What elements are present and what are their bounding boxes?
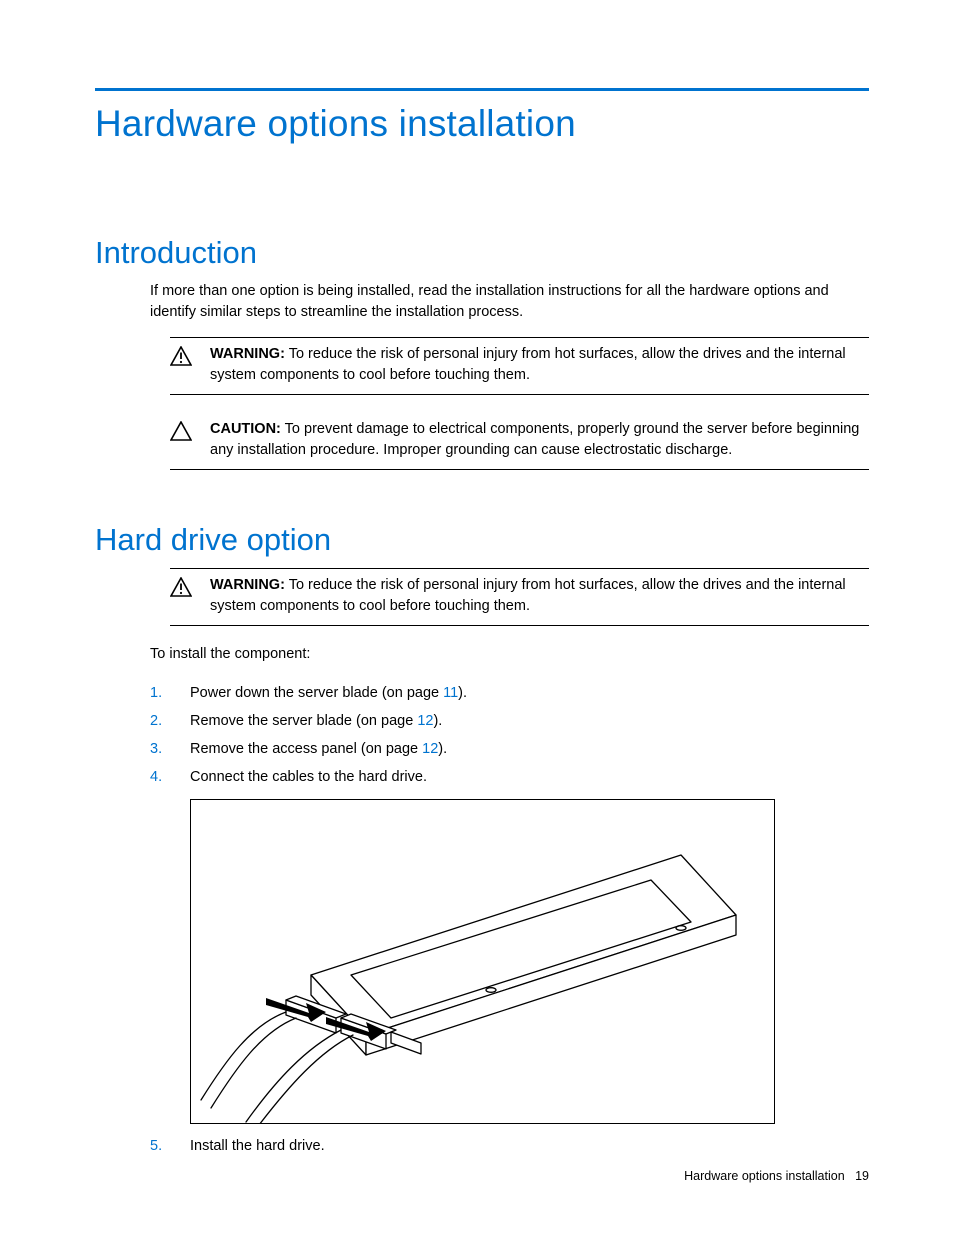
- caution-triangle-icon: [170, 421, 192, 446]
- step-item: Remove the access panel (on page 12).: [150, 735, 869, 763]
- lead-in: To install the component:: [150, 644, 869, 665]
- step-text: Remove the server blade (on page: [190, 713, 417, 729]
- step-item: Connect the cables to the hard drive.: [150, 763, 869, 791]
- step-text-post: ).: [458, 685, 467, 701]
- install-steps-continued: Install the hard drive.: [150, 1132, 869, 1160]
- intro-paragraph: If more than one option is being install…: [150, 281, 869, 323]
- step-item: Power down the server blade (on page 11)…: [150, 679, 869, 707]
- step-text-post: ).: [433, 713, 442, 729]
- callout-body: To prevent damage to electrical componen…: [210, 421, 859, 458]
- top-rule: [95, 88, 869, 91]
- callout-warning-2: WARNING: To reduce the risk of personal …: [170, 568, 869, 626]
- callout-caution-1: CAUTION: To prevent damage to electrical…: [170, 413, 869, 470]
- step-item: Remove the server blade (on page 12).: [150, 707, 869, 735]
- callout-label: CAUTION:: [210, 421, 281, 437]
- callout-text: WARNING: To reduce the risk of personal …: [210, 344, 869, 386]
- step-text: Remove the access panel (on page: [190, 741, 422, 757]
- step-text: Power down the server blade (on page: [190, 685, 443, 701]
- callout-text: CAUTION: To prevent damage to electrical…: [210, 419, 869, 461]
- footer-text: Hardware options installation: [684, 1169, 845, 1183]
- hard-drive-figure: [190, 799, 775, 1124]
- callout-body: To reduce the risk of personal injury fr…: [210, 346, 846, 383]
- page-ref-link[interactable]: 12: [422, 741, 438, 757]
- page-number: 19: [855, 1169, 869, 1183]
- install-steps: Power down the server blade (on page 11)…: [150, 679, 869, 791]
- step-text: Install the hard drive.: [190, 1136, 325, 1157]
- step-text: Connect the cables to the hard drive.: [190, 769, 427, 785]
- callout-body: To reduce the risk of personal injury fr…: [210, 577, 846, 614]
- page-ref-link[interactable]: 12: [417, 713, 433, 729]
- warning-exclaim-icon: [170, 346, 192, 371]
- step-item: Install the hard drive.: [150, 1132, 869, 1160]
- callout-label: WARNING:: [210, 346, 285, 362]
- page-title: Hardware options installation: [95, 103, 869, 145]
- heading-introduction: Introduction: [95, 235, 869, 271]
- warning-exclaim-icon: [170, 577, 192, 602]
- page-ref-link[interactable]: 11: [443, 685, 458, 701]
- page-footer: Hardware options installation 19: [684, 1169, 869, 1183]
- step-text-post: ).: [438, 741, 447, 757]
- callout-warning-1: WARNING: To reduce the risk of personal …: [170, 337, 869, 395]
- heading-hard-drive: Hard drive option: [95, 522, 869, 558]
- callout-text: WARNING: To reduce the risk of personal …: [210, 575, 869, 617]
- callout-label: WARNING:: [210, 577, 285, 593]
